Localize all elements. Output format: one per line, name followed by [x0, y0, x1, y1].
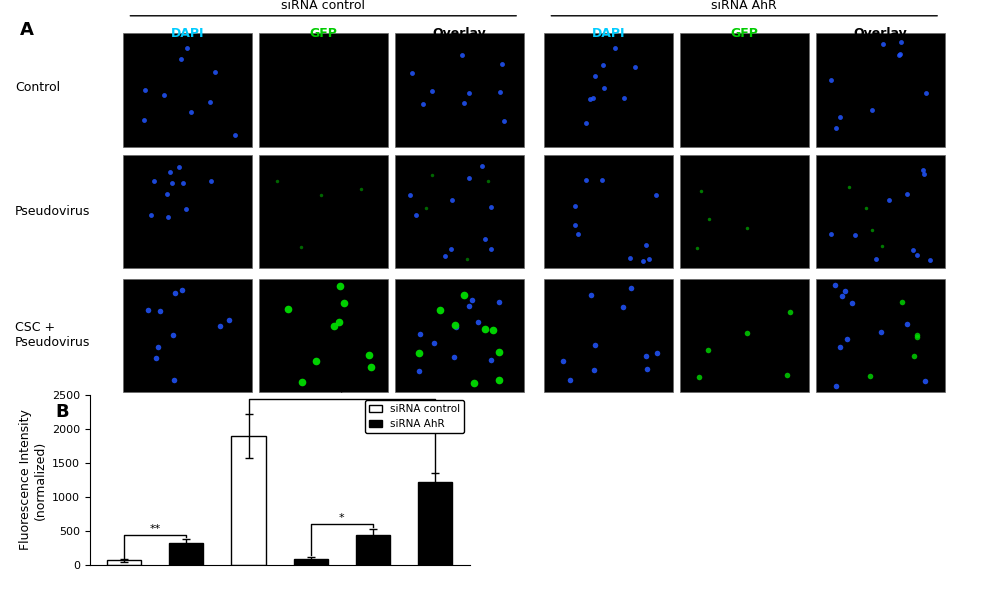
Bar	[356, 535, 391, 565]
Y-axis label: Fluorescence Intensity
(normalized): Fluorescence Intensity (normalized)	[19, 409, 47, 551]
Bar	[123, 279, 252, 392]
Bar	[419, 482, 453, 565]
Text: DAPI: DAPI	[171, 27, 204, 40]
Bar	[123, 33, 252, 147]
Bar	[816, 279, 945, 392]
Text: **: **	[150, 524, 161, 534]
Text: Control: Control	[15, 81, 60, 94]
Text: *: *	[339, 514, 345, 524]
Text: A: A	[20, 21, 34, 39]
Text: +: +	[368, 588, 379, 589]
Bar	[816, 33, 945, 147]
Bar	[679, 33, 809, 147]
Text: siRNA control: siRNA control	[282, 0, 366, 12]
Bar	[395, 155, 523, 268]
Text: siRNA AhR: siRNA AhR	[711, 0, 777, 12]
Text: GFP: GFP	[730, 27, 758, 40]
Text: Overlay: Overlay	[433, 27, 487, 40]
Text: *: *	[339, 388, 345, 398]
Bar	[395, 33, 523, 147]
Bar	[123, 155, 252, 268]
Text: +: +	[430, 588, 441, 589]
Text: Pseudovirus: Pseudovirus	[15, 205, 90, 218]
Bar	[259, 33, 388, 147]
Text: CSC +
Pseudovirus: CSC + Pseudovirus	[15, 322, 90, 349]
Bar	[679, 155, 809, 268]
Text: DAPI: DAPI	[591, 27, 625, 40]
Bar	[543, 33, 672, 147]
Bar	[232, 436, 266, 565]
Bar	[169, 543, 204, 565]
Text: GFP: GFP	[310, 27, 338, 40]
Bar	[107, 560, 141, 565]
Legend: siRNA control, siRNA AhR: siRNA control, siRNA AhR	[365, 400, 465, 434]
Bar	[679, 279, 809, 392]
Bar	[259, 155, 388, 268]
Text: -: -	[309, 588, 313, 589]
Bar	[395, 279, 523, 392]
Bar	[294, 558, 328, 565]
Text: -: -	[122, 588, 127, 589]
Text: B: B	[55, 403, 69, 422]
Text: +: +	[181, 588, 192, 589]
Bar	[543, 279, 672, 392]
Bar	[259, 279, 388, 392]
Text: +: +	[244, 588, 254, 589]
Bar	[543, 155, 672, 268]
Bar	[816, 155, 945, 268]
Text: Overlay: Overlay	[853, 27, 907, 40]
